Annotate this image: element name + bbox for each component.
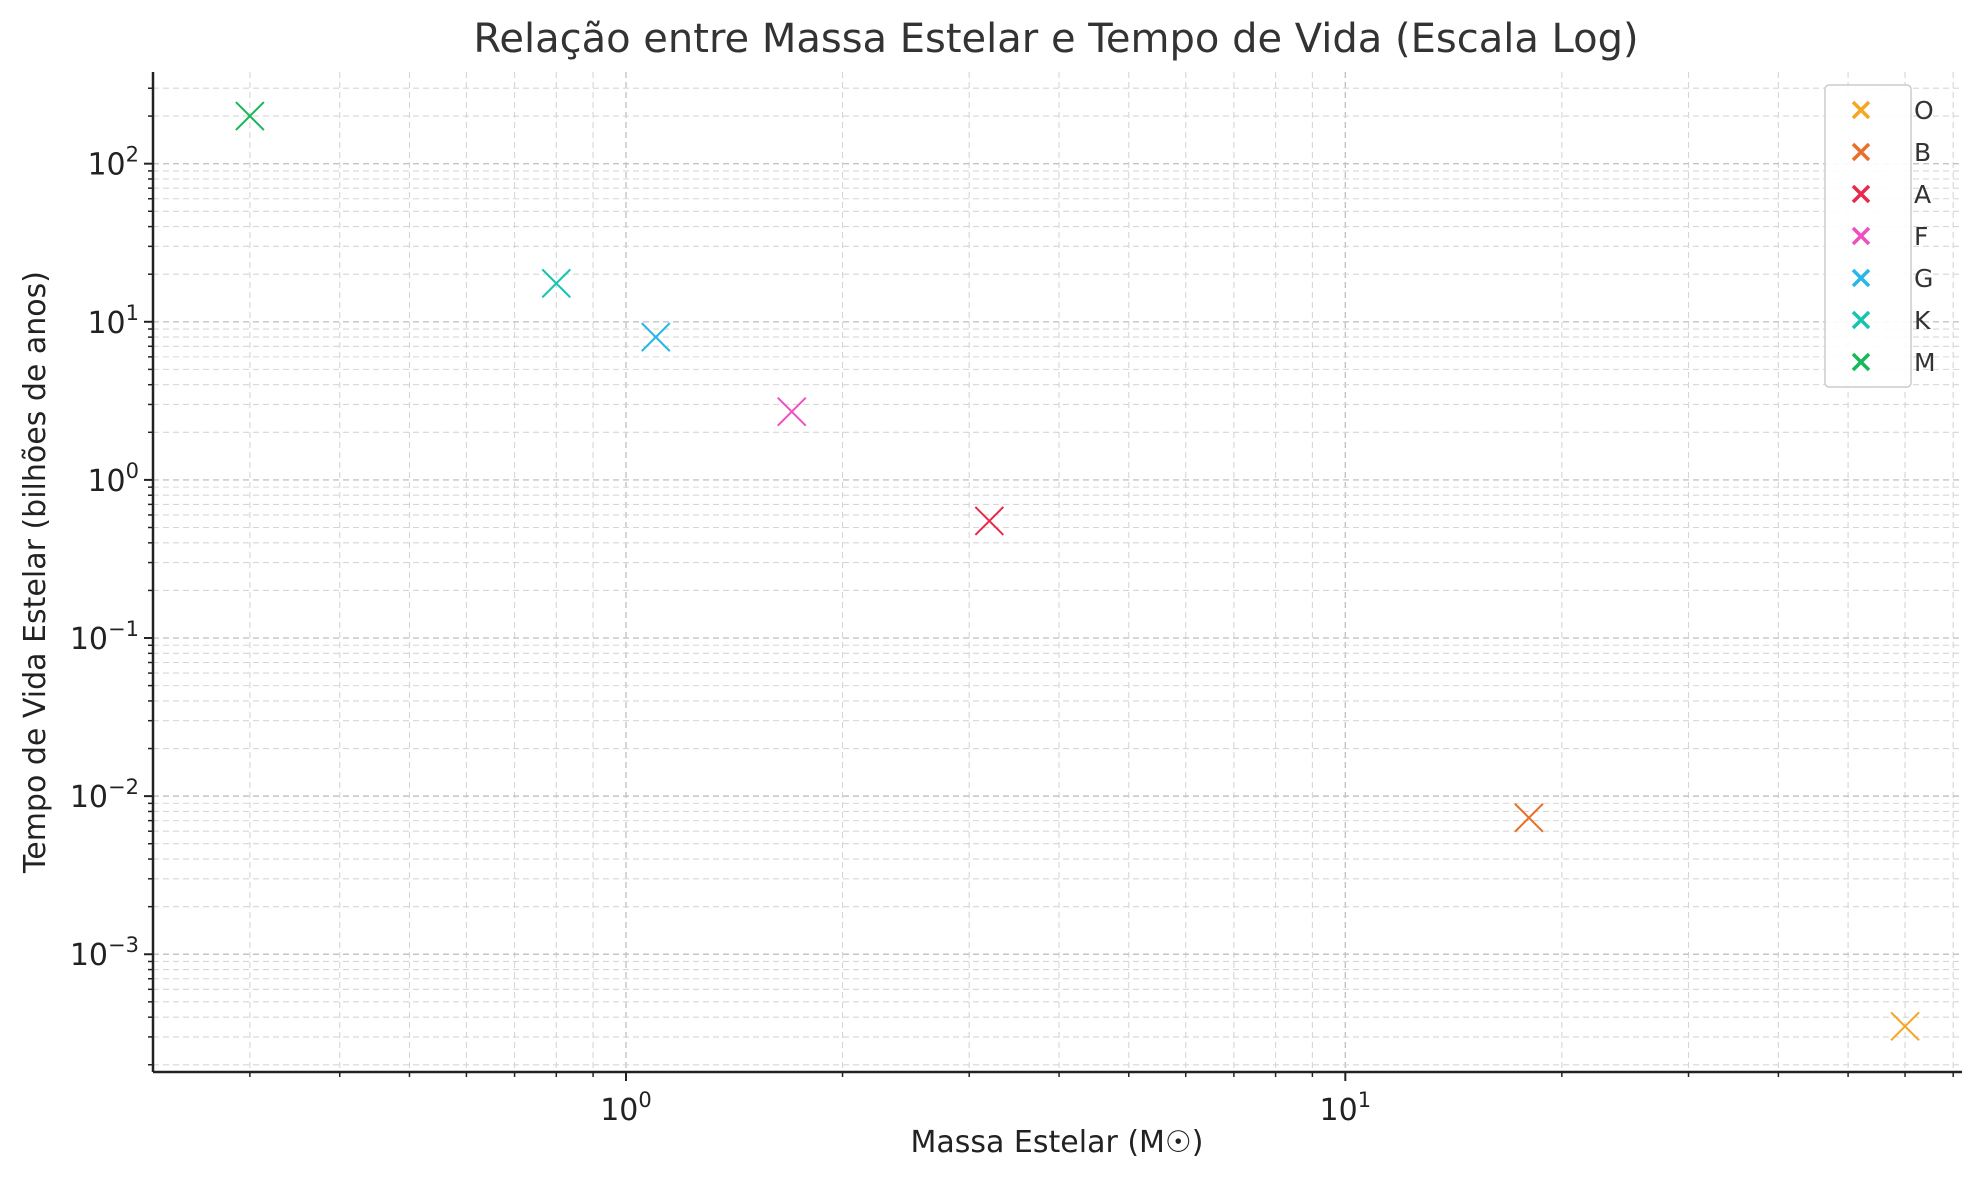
tick-label-base: 10 [600, 1093, 638, 1128]
data-point-F [777, 396, 807, 427]
legend-item-B: B [1851, 138, 1931, 167]
x-axis-label: Massa Estelar (M☉) [910, 1125, 1203, 1160]
data-point-stroke [641, 322, 671, 352]
tick-label-base: 10 [1320, 1093, 1358, 1128]
legend-marker [1851, 310, 1871, 330]
data-point-M [235, 101, 265, 131]
chart-title: Relação entre Massa Estelar e Tempo de V… [473, 16, 1638, 62]
tick-label-exponent: 1 [126, 301, 139, 325]
tick-label-base: 10 [87, 464, 125, 499]
data-point-stroke [1890, 1011, 1920, 1042]
legend-item-O: O [1851, 96, 1934, 125]
legend-label: B [1914, 138, 1931, 167]
data-point-stroke [777, 396, 807, 427]
tick-label-exponent: 2 [126, 143, 139, 167]
data-point-stroke [235, 101, 265, 131]
legend-item-K: K [1851, 306, 1931, 335]
axes [151, 72, 1962, 1074]
legend-item-G: G [1851, 264, 1933, 293]
tick-label-exponent: 0 [126, 459, 139, 483]
legend-marker [1851, 268, 1871, 288]
legend-label: M [1914, 348, 1936, 377]
tick-label-exponent: −2 [108, 775, 139, 799]
legend-marker [1851, 352, 1871, 372]
y-tick-label: 100 [87, 459, 139, 499]
y-tick-label: 10−1 [70, 617, 139, 657]
y-axis-label: Tempo de Vida Estelar (bilhões de anos) [18, 271, 53, 874]
data-point-O [1890, 1011, 1920, 1042]
data-point-A [974, 506, 1005, 536]
tick-label-base: 10 [87, 306, 125, 341]
legend-label: F [1914, 222, 1928, 251]
y-tick-label: 101 [87, 301, 139, 341]
data-point-stroke [974, 506, 1005, 536]
tick-label-base: 10 [70, 622, 108, 657]
y-tick-label: 10−2 [70, 775, 139, 815]
legend-item-F: F [1851, 222, 1928, 251]
legend-marker [1851, 184, 1871, 204]
legend-label: O [1914, 96, 1934, 125]
tick-label-base: 10 [87, 148, 125, 183]
legend-label: G [1914, 264, 1933, 293]
tick-label-exponent: −1 [108, 617, 139, 641]
data-point-G [641, 322, 671, 352]
y-tick-label: 10−3 [70, 933, 139, 973]
x-tick-label: 100 [600, 1088, 652, 1128]
data-point-K [541, 268, 572, 299]
data-point-stroke [541, 268, 572, 299]
legend-marker [1851, 142, 1871, 162]
legend-box [1824, 84, 1912, 388]
data-point-stroke [1514, 803, 1544, 833]
tick-label-base: 10 [70, 938, 108, 973]
legend-marker [1851, 100, 1871, 120]
tick-label-base: 10 [70, 780, 108, 815]
tick-label-exponent: 0 [638, 1088, 651, 1112]
data-points [235, 101, 1920, 1042]
x-tick-label: 101 [1320, 1088, 1372, 1128]
legend-marker [1851, 226, 1871, 246]
legend-item-A: A [1851, 180, 1931, 209]
tick-label-exponent: 1 [1358, 1088, 1371, 1112]
legend-label: K [1914, 306, 1931, 335]
legend-label: A [1914, 180, 1931, 209]
data-point-B [1514, 803, 1544, 833]
grid-lines [153, 72, 1962, 1072]
y-tick-label: 102 [87, 143, 139, 183]
tick-label-exponent: −3 [108, 933, 139, 957]
legend-item-M: M [1851, 348, 1936, 377]
